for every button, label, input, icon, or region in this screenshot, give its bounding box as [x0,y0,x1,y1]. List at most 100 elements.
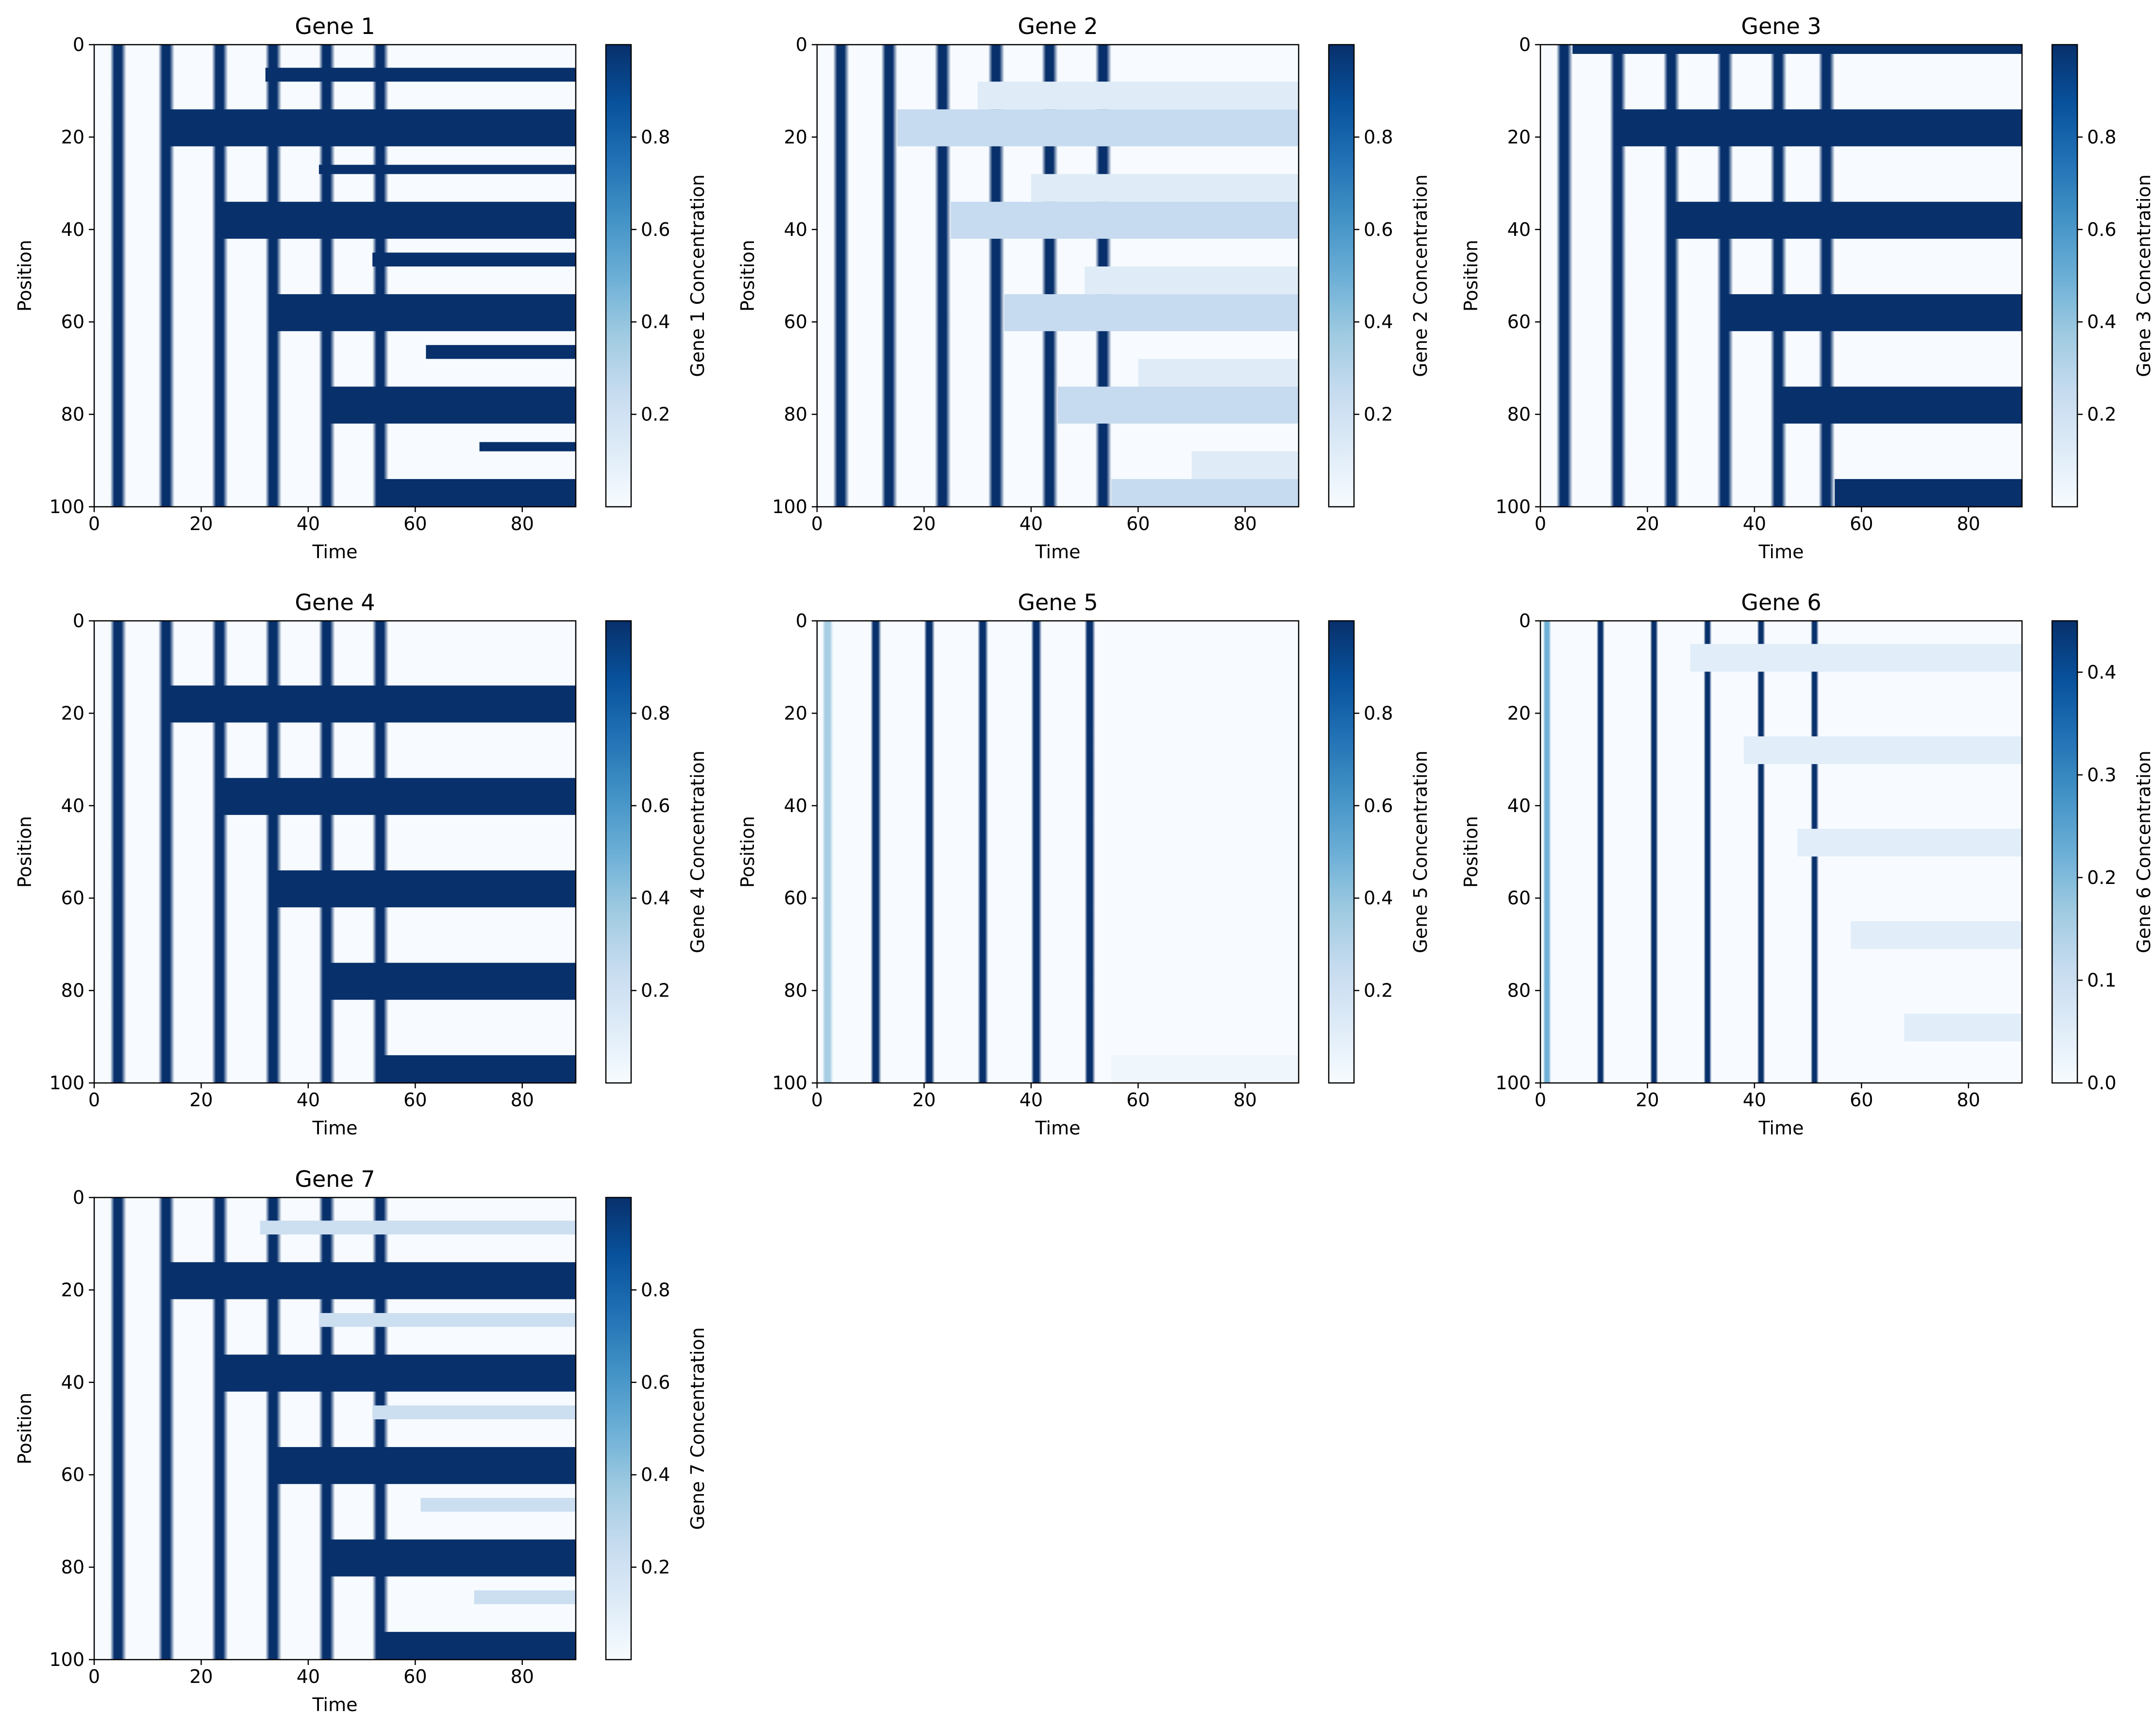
x-axis-label: Time [1758,541,1804,563]
y-tick-label: 0 [796,34,807,55]
y-axis-label: Position [1460,816,1482,888]
axes-frame [93,1197,577,1661]
x-tick-label: 40 [1020,513,1043,534]
y-tick-label: 80 [784,980,807,1001]
colorbar-tick-label: 0.6 [1364,219,1393,240]
colorbar-tick-label: 0.3 [2087,764,2116,785]
colorbar [1328,620,1355,1084]
y-tick-label: 0 [1519,610,1531,632]
x-axis-label: Time [1758,1117,1804,1139]
heatmap-cells [110,1198,576,1660]
y-tick-label: 60 [61,1464,84,1485]
expression-band-7 [318,165,576,174]
expression-band-1 [1572,45,2022,54]
colorbar-tick-label: 0.2 [641,1557,670,1578]
chart-title: Gene 7 [295,1166,375,1192]
expression-stripe-6 [1085,621,1096,1083]
y-tick-label: 80 [61,1557,84,1578]
x-tick-label: 60 [1850,1089,1873,1111]
expression-band-10 [1191,451,1299,479]
y-tick-label: 60 [784,311,807,333]
colorbar-tick-label: 0.4 [2087,311,2116,333]
expression-band-8 [372,1405,576,1419]
heatmap-cells [110,45,576,507]
expression-band-2 [1743,736,2022,765]
x-tick-label: 40 [297,1666,320,1687]
x-tick-label: 20 [189,1666,213,1687]
expression-stripe-5 [1031,621,1042,1083]
colorbar-label: Gene 7 Concentration [687,1327,708,1530]
colorbar-label: Gene 4 Concentration [687,750,708,953]
colorbar-tick-label: 0.2 [1364,404,1393,425]
y-tick-label: 20 [61,1279,84,1300]
y-tick-label: 100 [772,496,807,517]
expression-band-1 [1111,1055,1299,1083]
expression-band-3 [276,870,576,908]
y-tick-label: 20 [1507,126,1531,148]
expression-band-10 [474,1590,576,1604]
colorbar-tick-label: 0.6 [1364,795,1393,816]
expression-band-3 [1004,294,1299,332]
x-tick-label: 60 [1126,513,1150,534]
y-axis-label: Position [14,240,35,312]
x-axis-label: Time [312,1117,358,1139]
y-tick-label: 20 [61,702,84,724]
y-tick-label: 0 [73,610,84,632]
y-tick-label: 40 [1507,219,1531,240]
expression-band-5 [378,479,576,507]
x-tick-label: 60 [403,513,427,534]
expression-stripe-1 [110,621,127,1083]
subplot-5: 0 20 40 60 80 0 20 40 60 80 100 Gene 5 Time Position 0… [737,589,1431,1139]
expression-band-6 [977,82,1299,110]
expression-band-9 [426,345,576,359]
x-tick-label: 40 [1743,1089,1766,1111]
y-tick-label: 100 [49,1072,84,1094]
expression-band-1 [897,109,1299,147]
expression-band-4 [329,1539,576,1577]
x-tick-label: 80 [511,1089,534,1111]
chart-title: Gene 3 [1741,13,1821,39]
expression-stripe-1 [110,1198,127,1660]
colorbar-tick-label: 0.8 [1364,702,1393,724]
x-tick-label: 20 [912,513,936,534]
expression-band-3 [270,294,576,332]
chart-title: Gene 4 [295,589,375,615]
colorbar-tick-label: 0.6 [641,219,670,240]
x-tick-label: 0 [1535,1089,1546,1111]
expression-band-4 [329,963,576,1000]
expression-band-3 [1674,201,2022,239]
y-tick-label: 100 [49,496,84,517]
expression-band-4 [1058,386,1299,424]
x-tick-label: 20 [189,1089,213,1111]
y-tick-label: 40 [61,795,84,816]
y-tick-label: 0 [73,1187,84,1208]
colorbar-tick-label: 0.4 [1364,887,1393,909]
y-tick-label: 0 [796,610,807,632]
colorbar-tick-label: 0.4 [641,1464,670,1485]
colorbar-tick-label: 0.6 [641,1372,670,1393]
y-axis-label: Position [1460,240,1482,312]
colorbar-tick-label: 0.4 [641,887,670,909]
expression-stripe-1 [822,621,834,1083]
colorbar-tick-label: 0.2 [2087,867,2116,888]
expression-band-2 [222,1354,576,1392]
expression-band-7 [318,1313,576,1327]
colorbar-tick-label: 0.6 [2087,219,2116,240]
expression-stripe-3 [1650,621,1658,1083]
axes-frame [1539,620,2023,1084]
colorbar-tick-label: 0.2 [2087,404,2116,425]
expression-band-10 [479,442,576,451]
expression-band-6 [1835,479,2022,507]
colorbar [605,620,632,1084]
y-axis-label: Position [737,240,758,312]
expression-stripe-2 [870,621,882,1083]
expression-band-5 [383,1631,576,1660]
x-tick-label: 80 [1957,1089,1980,1111]
y-tick-label: 40 [61,1372,84,1393]
expression-band-1 [164,109,576,147]
x-tick-label: 40 [1020,1089,1043,1111]
colorbar-tick-label: 0.8 [641,1279,670,1300]
y-tick-label: 100 [1495,1072,1531,1094]
y-axis-label: Position [737,816,758,888]
